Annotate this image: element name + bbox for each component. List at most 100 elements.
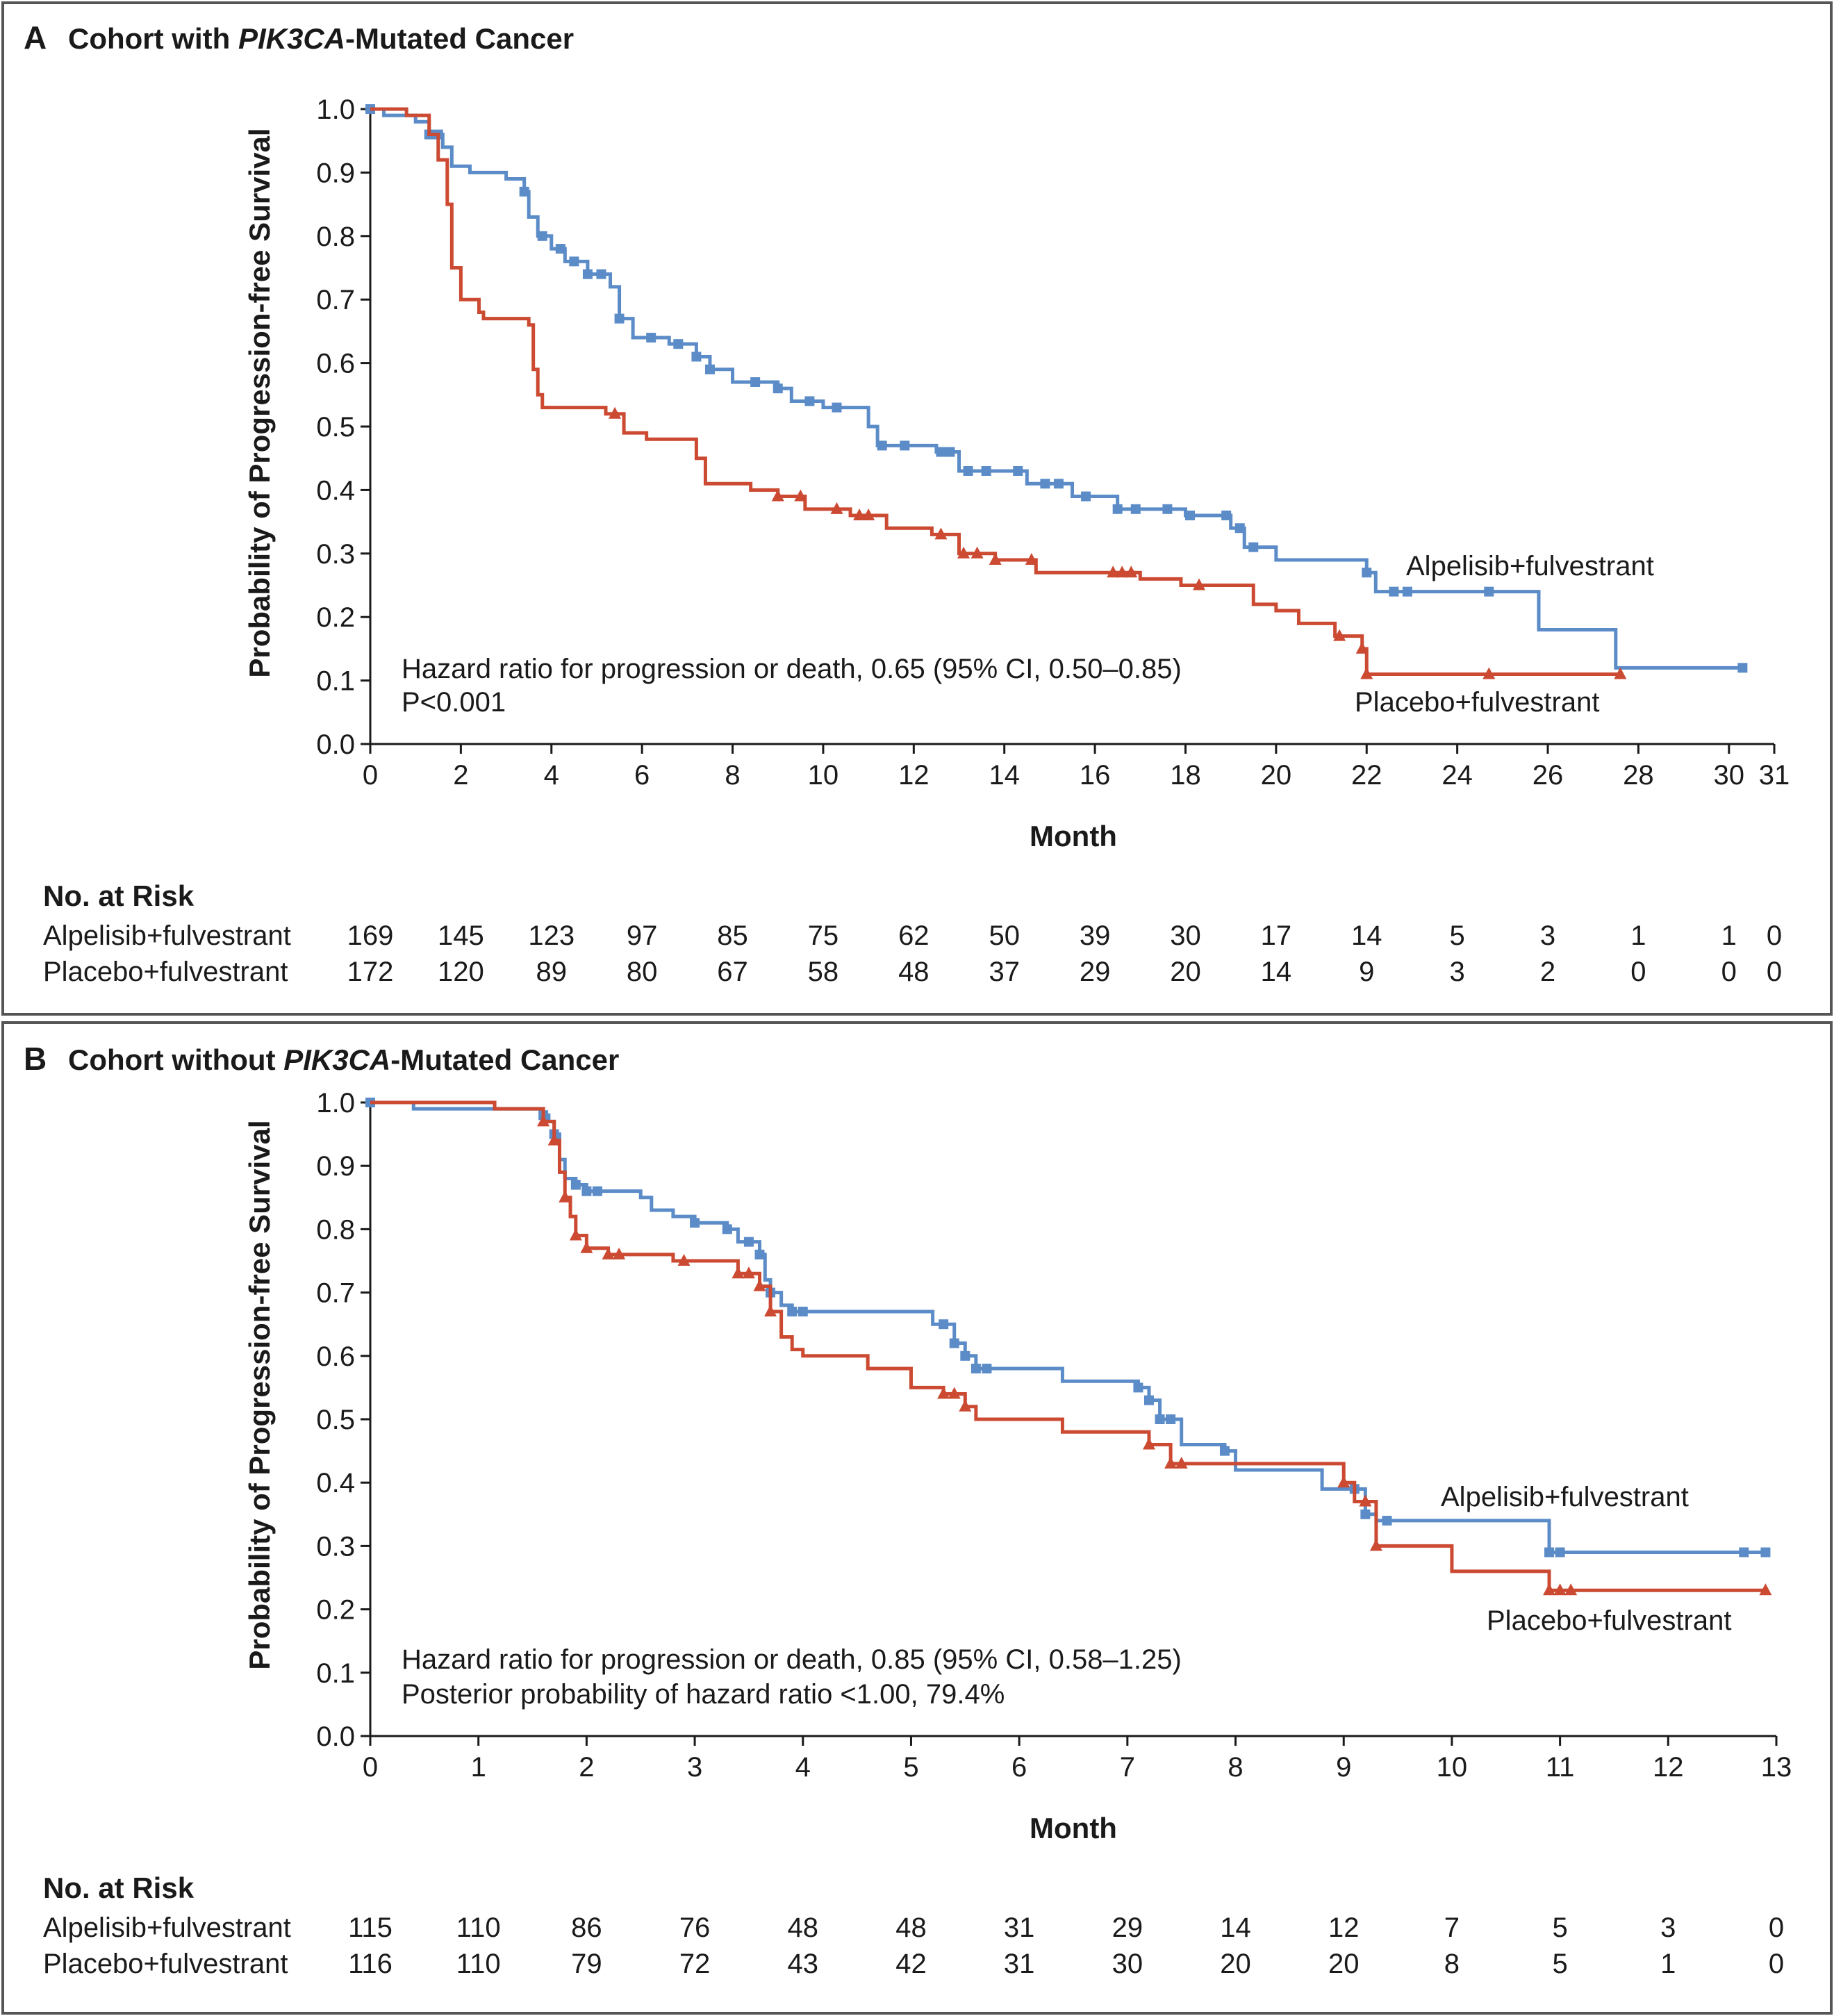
plot-a: 0.00.10.20.30.40.50.60.70.80.91.00 2 4 6 8 10… — [316, 94, 1790, 791]
risk-name-alpelisib-a: Alpelisib+fulvestrant — [43, 920, 291, 951]
risk-count-alpelisib: 3 — [1660, 1912, 1676, 1943]
risk-count-placebo: 79 — [571, 1949, 602, 1979]
placebo-censor-mark — [989, 552, 1002, 565]
placebo-censor-mark — [753, 1279, 766, 1291]
risk-name-placebo-b: Placebo+fulvestrant — [43, 1949, 288, 1979]
x-tick-label: 30 — [1714, 760, 1745, 791]
alpelisib-censor-mark — [1013, 465, 1023, 476]
alpelisib-censor-mark — [1739, 1547, 1749, 1558]
placebo-censor-mark — [957, 546, 970, 559]
placebo-label-a: Placebo+fulvestrant — [1355, 687, 1599, 718]
risk-count-placebo: 0 — [1721, 957, 1737, 987]
alpelisib-censor-mark — [939, 1319, 949, 1330]
panel-a-frame — [1, 1, 1833, 1016]
risk-count-placebo: 80 — [627, 957, 658, 987]
risk-count-alpelisib: 76 — [679, 1912, 711, 1943]
risk-count-alpelisib: 0 — [1769, 1912, 1784, 1943]
alpelisib-label-a: Alpelisib+fulvestrant — [1406, 551, 1654, 581]
alpelisib-censor-mark — [970, 1364, 981, 1374]
y-tick-label: 0.8 — [316, 1214, 355, 1245]
y-tick-label: 1.0 — [316, 94, 355, 125]
risk-count-alpelisib: 62 — [898, 920, 930, 951]
x-tick-label: 20 — [1261, 760, 1292, 791]
x-tick-label: 6 — [634, 760, 650, 791]
risk-count-alpelisib: 17 — [1261, 920, 1292, 951]
alpelisib-censor-mark — [754, 1249, 765, 1259]
risk-count-placebo: 5 — [1552, 1949, 1567, 1979]
alpelisib-censor-mark — [1166, 1414, 1176, 1424]
risk-count-placebo: 30 — [1112, 1949, 1143, 1979]
alpelisib-censor-mark — [787, 1306, 798, 1316]
x-tick-label: 0 — [363, 760, 378, 791]
x-tick-label: 14 — [989, 760, 1020, 791]
alpelisib-censor-mark — [570, 1180, 581, 1190]
x-tick-label: 18 — [1170, 760, 1201, 791]
alpelisib-censor-mark — [1133, 1382, 1143, 1393]
alpelisib-label-b: Alpelisib+fulvestrant — [1441, 1482, 1689, 1512]
x-tick-label: 8 — [1228, 1752, 1243, 1783]
alpelisib-censor-mark — [804, 396, 815, 406]
alpelisib-censor-mark — [646, 333, 656, 343]
risk-count-alpelisib: 86 — [571, 1912, 602, 1943]
risk-count-placebo: 20 — [1220, 1949, 1251, 1979]
risk-count-alpelisib: 5 — [1450, 920, 1465, 951]
y-tick-label: 0.2 — [316, 602, 355, 633]
risk-count-alpelisib: 1 — [1630, 920, 1646, 951]
placebo-censor-mark — [1025, 552, 1038, 565]
x-tick-label: 12 — [1653, 1752, 1684, 1783]
placebo-censor-mark — [580, 1241, 593, 1253]
alpelisib-censor-mark — [704, 364, 715, 374]
risk-count-alpelisib: 115 — [348, 1912, 393, 1943]
risk-count-placebo: 29 — [1080, 957, 1111, 987]
risk-count-alpelisib: 30 — [1170, 920, 1201, 951]
risk-title-a: No. at Risk — [43, 879, 195, 912]
risk-count-placebo: 37 — [989, 957, 1020, 987]
risk-count-placebo: 20 — [1328, 1949, 1360, 1979]
x-tick-label: 22 — [1351, 760, 1382, 791]
placebo-censor-mark — [1164, 1456, 1178, 1469]
p-value-a: P<0.001 — [402, 687, 506, 718]
placebo-censor-mark — [602, 1247, 615, 1259]
alpelisib-censor-mark — [832, 402, 842, 413]
alpelisib-censor-mark — [596, 269, 606, 279]
alpelisib-censor-mark — [722, 1224, 732, 1234]
risk-count-placebo: 120 — [438, 957, 484, 987]
risk-count-placebo: 0 — [1767, 957, 1782, 987]
risk-count-alpelisib: 1 — [1721, 920, 1737, 951]
panel-a-title: Cohort with PIK3CA-Mutated Cancer — [68, 22, 574, 55]
x-tick-label: 31 — [1759, 760, 1790, 791]
y-tick-label: 0.0 — [316, 1721, 355, 1752]
risk-count-alpelisib: 110 — [456, 1912, 501, 1943]
risk-count-alpelisib: 97 — [627, 920, 658, 951]
placebo-censor-mark — [677, 1254, 691, 1266]
x-tick-label: 12 — [898, 760, 930, 791]
alpelisib-censor-mark — [1544, 1547, 1555, 1558]
placebo-censor-mark — [742, 1266, 755, 1279]
risk-count-placebo: 20 — [1170, 957, 1201, 987]
x-tick-label: 7 — [1120, 1752, 1135, 1783]
y-tick-label: 0.1 — [316, 666, 355, 697]
risk-count-placebo: 172 — [347, 957, 394, 987]
alpelisib-censor-mark — [936, 447, 946, 457]
placebo-censor-mark — [1107, 565, 1120, 578]
risk-count-placebo: 116 — [348, 1949, 393, 1979]
risk-count-alpelisib: 5 — [1552, 1912, 1567, 1943]
risk-count-alpelisib: 48 — [788, 1912, 819, 1943]
y-tick-label: 0.1 — [316, 1658, 355, 1689]
alpelisib-censor-mark — [743, 1237, 754, 1247]
placebo-curve — [370, 1100, 1766, 1592]
risk-count-placebo: 3 — [1450, 957, 1465, 987]
risk-count-placebo: 0 — [1769, 1949, 1784, 1979]
risk-count-alpelisib: 169 — [347, 920, 394, 951]
alpelisib-censor-mark — [1389, 586, 1399, 597]
y-tick-label: 0.6 — [316, 1341, 355, 1372]
alpelisib-censor-mark — [519, 186, 529, 197]
alpelisib-censor-mark — [960, 1350, 970, 1361]
alpelisib-censor-mark — [614, 313, 625, 324]
alpelisib-censor-mark — [945, 447, 955, 457]
risk-count-placebo: 8 — [1444, 1949, 1460, 1979]
alpelisib-censor-mark — [673, 339, 684, 349]
x-tick-label: 10 — [1437, 1752, 1468, 1783]
